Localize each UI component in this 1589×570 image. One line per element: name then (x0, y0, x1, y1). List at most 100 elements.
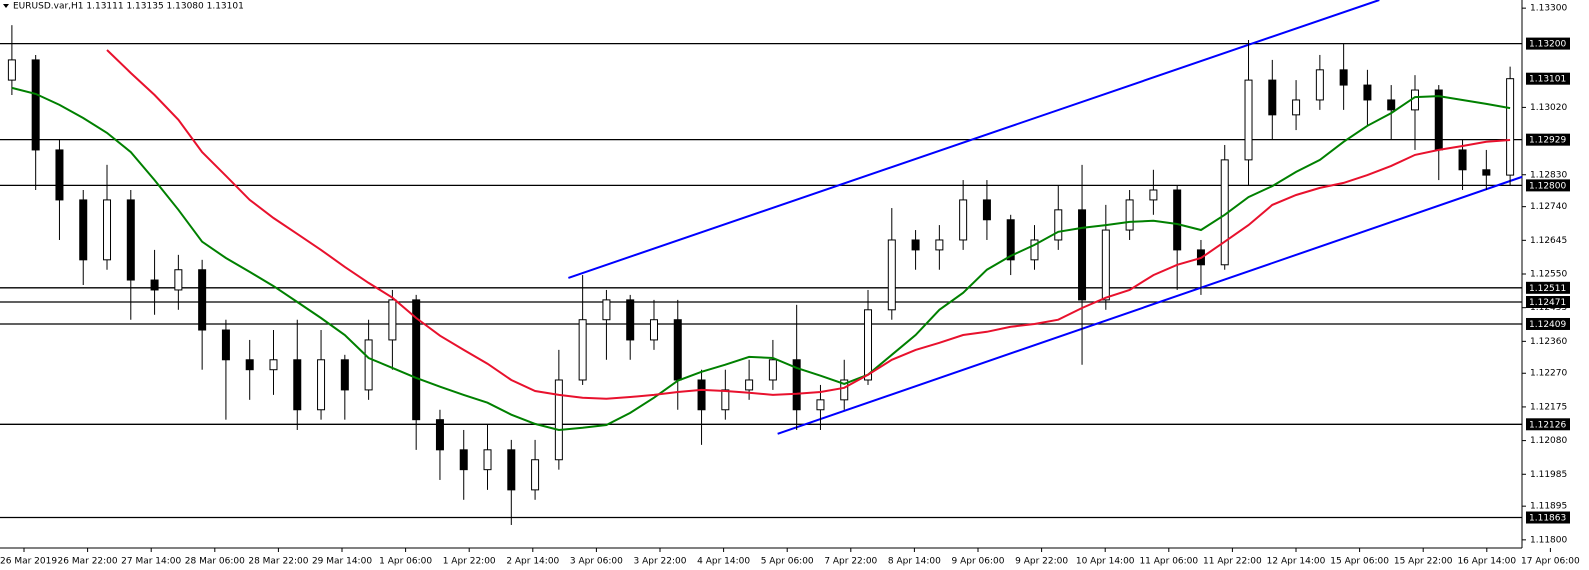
candle-body (1244, 79, 1253, 161)
candle-body (1363, 84, 1372, 101)
candle-body (1101, 229, 1110, 301)
candle-body (887, 239, 896, 311)
candle-body (459, 449, 468, 471)
level-box (1526, 511, 1570, 524)
x-tick-label: 16 Apr 14:00 (1457, 557, 1516, 567)
x-tick-label: 8 Apr 14:00 (888, 557, 941, 567)
candle-body (103, 199, 112, 261)
candle-body (1315, 69, 1324, 101)
candle-body (1149, 189, 1158, 201)
candle-body (221, 329, 230, 361)
candle-body (126, 199, 135, 281)
chart-title: EURUSD.var,H1 1.13111 1.13135 1.13080 1.… (13, 2, 244, 12)
x-tick-label: 12 Apr 14:00 (1267, 557, 1326, 567)
level-label: 1.13200 (1529, 40, 1566, 50)
candle-body (150, 279, 159, 291)
x-tick-label: 10 Apr 14:00 (1076, 557, 1135, 567)
candle-body (317, 359, 326, 411)
candle-body (174, 269, 183, 291)
candle-body (507, 449, 516, 491)
x-tick-label: 7 Apr 22:00 (824, 557, 877, 567)
current-price-label: 1.13101 (1529, 75, 1566, 85)
candle-body (245, 359, 254, 371)
candle-body (364, 339, 373, 391)
candle-body (1030, 239, 1039, 261)
x-tick-label: 26 Mar 2019 (0, 557, 57, 567)
x-tick-label: 1 Apr 06:00 (379, 557, 432, 567)
level-label: 1.12511 (1529, 284, 1566, 294)
level-box (1526, 418, 1570, 431)
candle-body (1173, 189, 1182, 251)
candle-body (578, 319, 587, 381)
level-label: 1.12800 (1529, 181, 1566, 191)
level-box (1526, 317, 1570, 330)
candle-body (982, 199, 991, 221)
candle-body (198, 269, 207, 331)
y-tick-label: 1.13020 (1530, 103, 1567, 113)
candle-body (531, 459, 540, 491)
x-tick-label: 27 Mar 14:00 (121, 557, 181, 567)
candle-body (7, 59, 16, 81)
x-tick-label: 28 Mar 06:00 (185, 557, 245, 567)
x-tick-label: 29 Mar 14:00 (312, 557, 372, 567)
y-tick-label: 1.12740 (1530, 202, 1567, 212)
y-tick-label: 1.12080 (1530, 436, 1567, 446)
y-tick-label: 1.13300 (1530, 4, 1567, 14)
candle-body (412, 299, 421, 421)
x-tick-label: 17 Apr 06:00 (1521, 557, 1580, 567)
menu-arrow[interactable] (3, 4, 9, 8)
candle-body (911, 239, 920, 251)
candle-body (1006, 219, 1015, 261)
candle-body (697, 379, 706, 411)
level-box (1526, 281, 1570, 294)
x-tick-label: 15 Apr 06:00 (1330, 557, 1389, 567)
x-tick-label: 15 Apr 22:00 (1394, 557, 1453, 567)
candle-body (626, 299, 635, 341)
candle-body (816, 399, 825, 411)
y-tick-label: 1.12270 (1530, 369, 1567, 379)
y-tick-label: 1.12175 (1530, 402, 1567, 412)
level-label: 1.11863 (1529, 514, 1566, 524)
candle-body (55, 149, 64, 201)
x-tick-label: 3 Apr 06:00 (570, 557, 623, 567)
x-tick-label: 26 Mar 22:00 (58, 557, 118, 567)
level-label: 1.12929 (1529, 136, 1566, 146)
candle-body (1482, 169, 1491, 176)
y-tick-label: 1.11800 (1530, 535, 1567, 545)
x-tick-label: 4 Apr 14:00 (697, 557, 750, 567)
candle-body (935, 239, 944, 251)
candle-body (840, 379, 849, 401)
candle-body (483, 449, 492, 471)
candle-body (745, 379, 754, 391)
y-tick-label: 1.12360 (1530, 337, 1567, 347)
candle-body (649, 319, 658, 341)
x-tick-label: 3 Apr 22:00 (634, 557, 687, 567)
y-tick-label: 1.11895 (1530, 502, 1567, 512)
candle-body (1387, 99, 1396, 111)
candle-body (1268, 79, 1277, 116)
y-tick-label: 1.12645 (1530, 236, 1567, 246)
trendline (777, 175, 1523, 435)
candle-body (1292, 99, 1301, 116)
level-label: 1.12471 (1529, 298, 1566, 308)
candle-body (340, 359, 349, 391)
current-price-box (1526, 72, 1570, 85)
candle-body (602, 299, 611, 321)
candle-body (269, 359, 278, 371)
level-label: 1.12126 (1529, 420, 1566, 430)
x-tick-label: 2 Apr 14:00 (506, 557, 559, 567)
x-tick-label: 28 Mar 22:00 (248, 557, 308, 567)
candle-body (1458, 149, 1467, 171)
level-label: 1.12409 (1529, 320, 1566, 330)
y-tick-label: 1.12455 (1530, 303, 1567, 313)
candle-body (79, 199, 88, 261)
candle-body (792, 359, 801, 411)
candle-body (388, 299, 397, 341)
x-tick-label: 5 Apr 06:00 (761, 557, 814, 567)
x-tick-label: 1 Apr 22:00 (443, 557, 496, 567)
candle-body (31, 59, 40, 151)
candle-body (1339, 69, 1348, 86)
moving-average (106, 49, 1511, 400)
